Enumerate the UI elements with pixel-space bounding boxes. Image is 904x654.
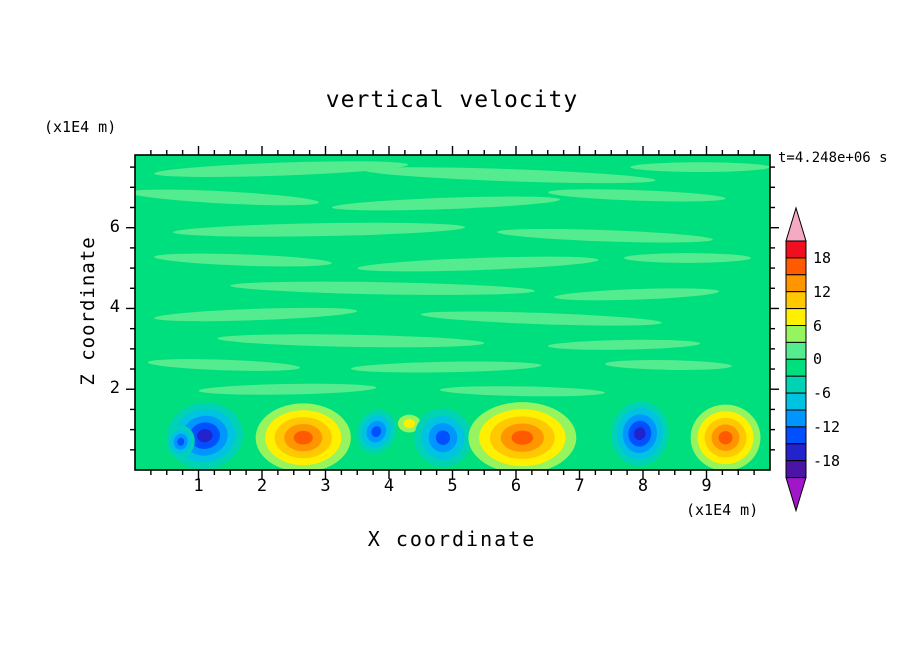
updraft-cell [468, 402, 577, 470]
colorbar-under-arrow [785, 477, 807, 513]
field-streak [439, 386, 605, 397]
field-streak [604, 360, 732, 370]
y-tick-label: 4 [109, 297, 120, 318]
field-streak [154, 253, 332, 267]
colorbar-label: -12 [813, 417, 841, 436]
chart-title: vertical velocity [325, 87, 579, 113]
field-streak [198, 383, 377, 395]
y-tick-label: 2 [109, 378, 120, 399]
field-streak [420, 311, 662, 326]
field-streak [147, 359, 301, 371]
colorbar-label: 0 [813, 350, 823, 369]
x-tick-label: 1 [193, 476, 204, 496]
field-streak [547, 189, 726, 202]
colorbar-label: 12 [813, 282, 832, 301]
colorbar-label: -18 [813, 451, 841, 470]
downdraft-cell [356, 409, 396, 454]
field-streak [331, 196, 561, 211]
time-annotation: t=4.248e+06 s [778, 150, 888, 166]
downdraft-cell [414, 408, 472, 467]
colorbar-over-arrow [785, 206, 807, 242]
downdraft-cell [611, 401, 669, 466]
field-streak [497, 228, 713, 243]
updraft-cell [397, 414, 421, 433]
field-streak [554, 288, 720, 301]
field-streak [135, 189, 320, 206]
field-streak [547, 339, 701, 350]
contour-field [135, 155, 770, 470]
downdraft-cell [166, 425, 195, 458]
colorbar-label: -6 [813, 384, 832, 403]
x-tick-label: 6 [510, 476, 522, 496]
y-axis-unit-label: (x1E4 m) [44, 118, 117, 136]
colorbar-label: 18 [813, 248, 832, 267]
colorbar-label: 6 [813, 316, 823, 335]
field-streak [154, 307, 358, 322]
axis-ticks [126, 146, 779, 479]
y-tick-label: 6 [109, 216, 120, 237]
field-streak [230, 281, 536, 295]
x-tick-label: 8 [637, 476, 649, 496]
colorbar [785, 206, 807, 513]
field-streak [357, 256, 599, 272]
x-axis-unit-label: (x1E4 m) [686, 501, 759, 519]
x-tick-label: 4 [383, 476, 395, 496]
x-tick-label: 2 [256, 476, 268, 496]
x-axis-title: X coordinate [367, 527, 537, 551]
field-streak [350, 361, 542, 373]
field-streak [154, 161, 408, 177]
x-tick-label: 5 [447, 476, 458, 496]
updraft-cell [690, 404, 761, 470]
updraft-cell [255, 403, 351, 470]
x-tick-label: 3 [320, 476, 331, 496]
field-streak [173, 222, 466, 237]
field-streak [217, 334, 485, 348]
x-tick-label: 7 [574, 476, 585, 496]
field-streak [630, 162, 770, 172]
field-streak [363, 167, 656, 184]
field-streak [623, 253, 751, 263]
x-tick-label: 9 [701, 476, 712, 496]
